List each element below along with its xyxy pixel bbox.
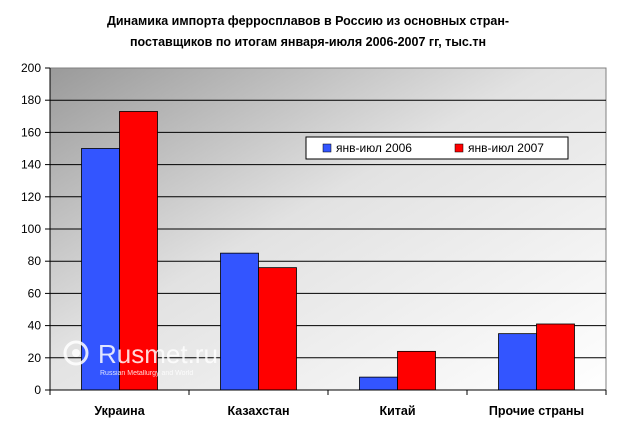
x-axis: Украина Казахстан Китай Прочие страны [49, 389, 607, 418]
y-tick-label: 80 [28, 254, 42, 268]
y-tick-label: 100 [21, 222, 41, 236]
bar-0-1 [220, 252, 259, 391]
y-tick-label: 160 [21, 125, 41, 139]
y-tick-label: 180 [21, 93, 41, 107]
y-axis: 0 20 40 60 80 100 120 140 160 180 200 [21, 61, 51, 397]
legend-box [305, 136, 569, 160]
legend-label-2007: янв-июл 2007 [468, 141, 544, 155]
watermark: Rusmet.ru Russian Metallurgy and World [63, 339, 218, 377]
chart-title-line-2: поставщиков по итогам января-июля 2006-2… [130, 35, 486, 49]
category-label: Украина [94, 404, 145, 418]
watermark-logo-icon [63, 340, 89, 366]
chart-title-line-1: Динамика импорта ферросплавов в Россию и… [107, 14, 509, 28]
bar-0-2 [359, 376, 398, 391]
y-tick-label: 200 [21, 61, 41, 75]
y-tick-label: 0 [34, 383, 41, 397]
watermark-tagline: Russian Metallurgy and World [100, 370, 193, 377]
category-label: Китай [379, 404, 415, 418]
legend: янв-июл 2006 янв-июл 2007 [305, 136, 569, 160]
y-tick-label: 20 [28, 351, 42, 365]
bar-0-3 [498, 333, 537, 391]
category-label: Прочие страны [489, 404, 584, 418]
y-tick-label: 40 [28, 319, 42, 333]
legend-label-2006: янв-июл 2006 [336, 141, 412, 155]
legend-swatch-2007 [454, 143, 464, 153]
y-tick-label: 140 [21, 158, 41, 172]
category-label: Казахстан [227, 404, 289, 418]
y-tick-label: 120 [21, 190, 41, 204]
bar-1-3 [536, 323, 575, 391]
legend-swatch-2006 [322, 143, 332, 153]
watermark-brand: Rusmet.ru [98, 339, 218, 369]
bar-1-1 [258, 267, 297, 391]
bar-1-2 [397, 350, 436, 391]
bar-1-0 [119, 111, 158, 391]
y-tick-label: 60 [28, 286, 42, 300]
watermark-logo-dot-icon [72, 349, 80, 357]
